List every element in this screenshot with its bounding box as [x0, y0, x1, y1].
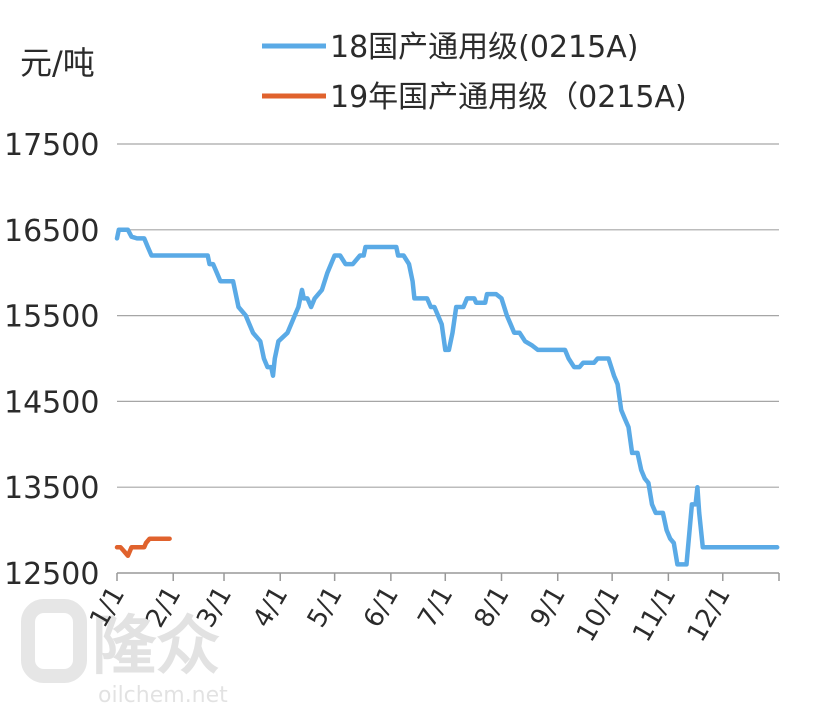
legend-label-series-2: 19年国产通用级（0215A): [330, 80, 687, 115]
series-line-2: [114, 536, 172, 559]
watermark: 隆众 oilchem.net: [21, 599, 228, 708]
x-tick-label: 7/1: [412, 582, 459, 633]
x-tick-label: 6/1: [358, 582, 405, 633]
y-axis-tick-labels: 17500 16500 15500 14500 13500 12500: [4, 128, 99, 592]
gridlines: [117, 143, 779, 488]
watermark-brand: 隆众: [92, 610, 220, 684]
y-tick-label: 15500: [4, 300, 99, 335]
x-tick-label: 12/1: [682, 582, 737, 648]
y-tick-label: 13500: [4, 471, 99, 506]
watermark-site: oilchem.net: [98, 683, 228, 708]
series-line-1: [114, 227, 780, 567]
y-axis-unit-label: 元/吨: [20, 44, 95, 82]
watermark-logo-shape: [21, 599, 87, 683]
legend-label-series-1: 18国产通用级(0215A): [330, 30, 638, 65]
x-tick-label: 10/1: [571, 582, 626, 648]
y-tick-label: 17500: [4, 128, 99, 163]
x-tick-label: 4/1: [247, 582, 294, 633]
x-tick-label: 11/1: [627, 582, 682, 648]
y-tick-label: 12500: [4, 557, 99, 592]
y-tick-label: 14500: [4, 385, 99, 420]
y-tick-label: 16500: [4, 214, 99, 249]
x-tick-label: 5/1: [302, 582, 349, 633]
legend: 18国产通用级(0215A) 19年国产通用级（0215A): [262, 30, 687, 115]
x-tick-label: 9/1: [525, 582, 572, 633]
series-lines: [114, 227, 780, 567]
x-tick-label: 8/1: [469, 582, 516, 633]
